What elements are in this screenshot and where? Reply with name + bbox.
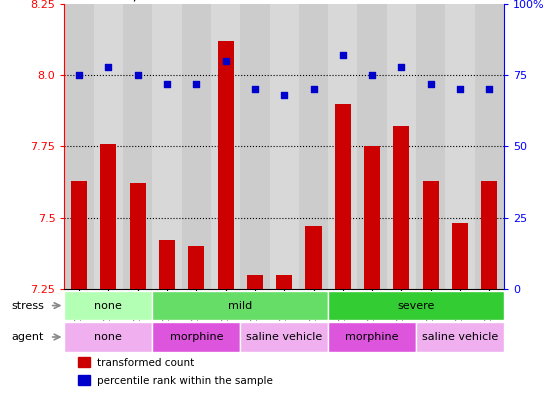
Bar xyxy=(445,4,475,289)
Bar xyxy=(123,4,152,289)
Bar xyxy=(78,357,90,367)
Text: severe: severe xyxy=(398,301,435,310)
Point xyxy=(104,64,113,70)
Bar xyxy=(159,241,175,289)
Point xyxy=(367,72,376,78)
Bar xyxy=(64,322,152,352)
Bar xyxy=(364,147,380,289)
Text: mild: mild xyxy=(228,301,253,310)
Point xyxy=(485,86,494,93)
Text: none: none xyxy=(95,301,122,310)
Bar xyxy=(328,291,504,320)
Bar xyxy=(481,181,497,289)
Point xyxy=(280,92,289,98)
Bar xyxy=(94,4,123,289)
Bar xyxy=(393,127,409,289)
Bar xyxy=(276,275,292,289)
Text: saline vehicle: saline vehicle xyxy=(246,332,323,342)
Point xyxy=(133,72,142,78)
Bar xyxy=(475,4,504,289)
Text: stress: stress xyxy=(12,301,45,310)
Bar xyxy=(269,4,299,289)
Bar xyxy=(152,4,181,289)
Bar xyxy=(100,143,116,289)
Bar xyxy=(335,104,351,289)
Point xyxy=(192,81,201,87)
Text: morphine: morphine xyxy=(170,332,223,342)
Bar xyxy=(247,275,263,289)
Bar xyxy=(78,375,90,385)
Text: none: none xyxy=(95,332,122,342)
Point xyxy=(397,64,406,70)
Bar xyxy=(416,322,504,352)
Bar xyxy=(328,4,357,289)
Point xyxy=(309,86,318,93)
Bar xyxy=(357,4,387,289)
Bar xyxy=(217,41,234,289)
Bar xyxy=(211,4,240,289)
Bar xyxy=(71,181,87,289)
Bar xyxy=(152,322,240,352)
Text: agent: agent xyxy=(12,332,44,342)
Text: saline vehicle: saline vehicle xyxy=(422,332,498,342)
Bar xyxy=(423,181,439,289)
Point xyxy=(74,72,83,78)
Bar xyxy=(328,322,416,352)
Point xyxy=(426,81,435,87)
Bar xyxy=(64,291,152,320)
Bar xyxy=(240,322,328,352)
Bar xyxy=(64,4,94,289)
Point xyxy=(250,86,259,93)
Text: percentile rank within the sample: percentile rank within the sample xyxy=(97,376,273,386)
Text: transformed count: transformed count xyxy=(97,358,195,367)
Bar xyxy=(129,184,146,289)
Point xyxy=(221,58,230,64)
Point xyxy=(162,81,171,87)
Text: morphine: morphine xyxy=(346,332,399,342)
Bar xyxy=(188,246,204,289)
Bar xyxy=(181,4,211,289)
Bar xyxy=(416,4,445,289)
Bar xyxy=(240,4,269,289)
Point xyxy=(338,52,347,58)
Bar xyxy=(152,291,328,320)
Point xyxy=(456,86,465,93)
Bar xyxy=(305,226,321,289)
Bar xyxy=(387,4,416,289)
Text: GDS5009 / 10581266: GDS5009 / 10581266 xyxy=(64,0,214,3)
Bar xyxy=(452,223,468,289)
Bar xyxy=(299,4,328,289)
